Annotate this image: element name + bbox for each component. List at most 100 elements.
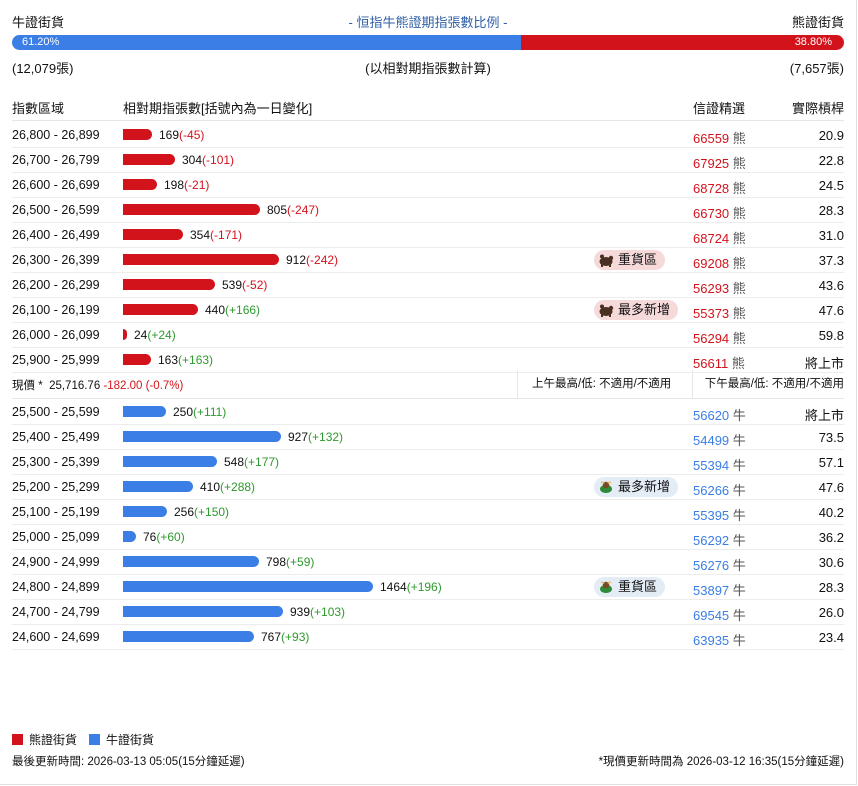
contract-values: 304(-101): [182, 153, 234, 167]
warrant-code-link[interactable]: 55373 熊: [693, 303, 746, 322]
warrant-code-link[interactable]: 66730 熊: [693, 203, 746, 222]
warrant-code: 55373: [693, 306, 730, 321]
warrant-code-link[interactable]: 56276 牛: [693, 555, 746, 574]
chart-title: - 恒指牛熊證期指張數比例 -: [348, 15, 508, 30]
bull-row: 25,400 - 25,499 927(+132) 54499 牛 73.5: [12, 425, 844, 450]
contract-change: (+103): [310, 605, 346, 619]
warrant-code-link[interactable]: 56620 牛: [693, 405, 746, 424]
index-range: 25,300 - 25,399: [12, 455, 100, 469]
contract-values: 250(+111): [173, 405, 226, 419]
contract-count: 163: [158, 353, 179, 367]
index-range: 26,800 - 26,899: [12, 128, 100, 142]
warrant-code-link[interactable]: 56611 熊: [693, 353, 745, 372]
effective-leverage: 43.6: [818, 278, 844, 293]
index-range: 25,000 - 25,099: [12, 530, 100, 544]
warrant-type: 牛: [732, 508, 746, 523]
warrant-code-link[interactable]: 63935 牛: [693, 630, 746, 649]
contract-count: 250: [173, 405, 194, 419]
bull-contract-bar: [123, 531, 136, 542]
bear-contract-bar: [123, 179, 157, 190]
bull-row: 25,500 - 25,599 250(+111) 56620 牛 將上市: [12, 400, 844, 425]
warrant-code-link[interactable]: 54499 牛: [693, 430, 746, 449]
index-range: 26,100 - 26,199: [12, 303, 100, 317]
warrant-code-link[interactable]: 53897 牛: [693, 580, 746, 599]
contract-change: (+59): [286, 555, 315, 569]
contract-count: 410: [200, 480, 221, 494]
warrant-code: 68728: [693, 181, 730, 196]
contract-change: (+93): [281, 630, 310, 644]
contract-count: 354: [190, 228, 211, 242]
warrant-code-link[interactable]: 56292 牛: [693, 530, 746, 549]
legend-bull: 牛證街貨: [89, 731, 154, 748]
bear-contract-bar: [123, 154, 175, 165]
contract-values: 354(-171): [190, 228, 242, 242]
warrant-code: 66730: [693, 206, 730, 221]
warrant-code: 67925: [693, 156, 730, 171]
warrant-type: 牛: [732, 483, 746, 498]
bull-contract-bar: [123, 456, 217, 467]
warrant-code-link[interactable]: 56293 熊: [693, 278, 746, 297]
am-high-low: 上午最高/低: 不適用/不適用: [517, 370, 671, 398]
bear-row: 26,700 - 26,799 304(-101) 67925 熊 22.8: [12, 148, 844, 173]
contract-change: (+163): [178, 353, 214, 367]
warrant-code: 56620: [693, 408, 730, 423]
contract-change: (+288): [220, 480, 256, 494]
warrant-code-link[interactable]: 66559 熊: [693, 128, 746, 147]
effective-leverage: 28.3: [818, 580, 844, 595]
warrant-code-link[interactable]: 55394 牛: [693, 455, 746, 474]
effective-leverage: 37.3: [818, 253, 844, 268]
warrant-code-link[interactable]: 68728 熊: [693, 178, 746, 197]
bear-contract-bar: [123, 254, 279, 265]
bear-row: 26,200 - 26,299 539(-52) 56293 熊 43.6: [12, 273, 844, 298]
contract-change: (+60): [156, 530, 185, 544]
warrant-code-link[interactable]: 55395 牛: [693, 505, 746, 524]
bear-ratio-segment: 38.80%: [521, 35, 844, 50]
bear-contract-bar: [123, 304, 198, 315]
bear-row: 26,000 - 26,099 24(+24) 56294 熊 59.8: [12, 323, 844, 348]
contract-count: 304: [182, 153, 203, 167]
contract-count: 1464: [380, 580, 407, 594]
warrant-code-link[interactable]: 56266 牛: [693, 480, 746, 499]
warrant-code-link[interactable]: 68724 熊: [693, 228, 746, 247]
legend-bear-label: 熊證街貨: [29, 733, 78, 747]
contract-count: 24: [134, 328, 148, 342]
contract-count: 169: [159, 128, 180, 142]
index-range: 26,200 - 26,299: [12, 278, 100, 292]
bear-contract-bar: [123, 129, 152, 140]
legend-bull-label: 牛證街貨: [106, 733, 155, 747]
contract-values: 410(+288): [200, 480, 255, 494]
effective-leverage: 47.6: [818, 480, 844, 495]
contract-change: (+150): [194, 505, 230, 519]
warrant-code-link[interactable]: 69208 熊: [693, 253, 746, 272]
contract-values: 440(+166): [205, 303, 260, 317]
table-header: 指數區域 相對期指張數[括號內為一日變化] 信證精選 實際槓桿: [12, 98, 844, 121]
warrant-code-link[interactable]: 69545 牛: [693, 605, 746, 624]
effective-leverage: 57.1: [818, 455, 844, 470]
warrant-code-link[interactable]: 56294 熊: [693, 328, 746, 347]
price-updated: *現價更新時間為 2026-03-12 16:35(15分鐘延遲): [598, 756, 844, 768]
index-range: 25,400 - 25,499: [12, 430, 100, 444]
contract-values: 805(-247): [267, 203, 319, 217]
warrant-code: 56294: [693, 331, 730, 346]
effective-leverage: 31.0: [818, 228, 844, 243]
effective-leverage: 26.0: [818, 605, 844, 620]
warrant-type: 熊: [732, 131, 746, 146]
effective-leverage: 22.8: [818, 153, 844, 168]
warrant-code: 56276: [693, 558, 730, 573]
contract-values: 76(+60): [143, 530, 185, 544]
bull-contract-bar: [123, 556, 259, 567]
bull-contract-bar: [123, 431, 281, 442]
contract-values: 24(+24): [134, 328, 176, 342]
badge-label: 最多新增: [618, 479, 671, 494]
contract-count: 76: [143, 530, 157, 544]
contract-values: 548(+177): [224, 455, 279, 469]
warrant-code-link[interactable]: 67925 熊: [693, 153, 746, 172]
contract-values: 912(-242): [286, 253, 338, 267]
bull-contract-bar: [123, 581, 373, 592]
contract-change: (-171): [210, 228, 243, 242]
current-price-row: 現價 * 25,716.76 -182.00 (-0.7%) 上午最高/低: 不…: [12, 370, 844, 399]
index-range: 26,000 - 26,099: [12, 328, 100, 342]
legend: 熊證街貨 牛證街貨: [12, 731, 154, 748]
bull-ratio-segment: 61.20%: [12, 35, 522, 50]
